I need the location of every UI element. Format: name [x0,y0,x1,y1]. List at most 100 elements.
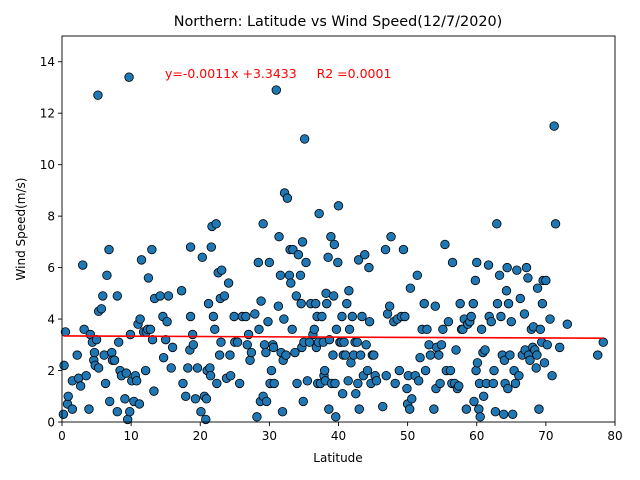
plot-area-frame [61,35,616,423]
data-point [271,85,281,95]
y-tick-label: 2 [47,364,55,378]
data-point [382,309,393,319]
y-axis-label: Wind Speed(m/s) [14,178,28,281]
data-point [351,388,361,399]
data-point [284,270,295,281]
data-point [537,298,548,309]
data-point [274,232,284,242]
data-point [205,363,215,373]
data-point [471,365,481,376]
data-point [205,370,216,381]
data-point [330,378,340,389]
data-point [483,260,494,270]
data-point [78,260,88,270]
regression-line [63,335,604,339]
data-point [394,365,405,376]
chart-title: Northern: Latitude vs Wind Speed(12/7/20… [174,14,503,30]
data-point [478,391,489,401]
data-point [254,324,264,335]
data-point [225,350,235,360]
data-point [364,262,374,273]
data-point [422,324,432,335]
data-point [67,404,78,414]
x-tick-label: 30 [262,429,277,443]
data-point [486,316,496,327]
data-point [507,409,518,419]
data-point [547,370,557,381]
data-point [112,407,123,417]
data-point [234,378,245,389]
y-tick-label: 8 [47,210,55,224]
data-point [269,378,279,389]
data-point [162,316,172,327]
data-point [104,396,115,407]
data-point [506,316,517,327]
data-point [333,201,344,211]
data-point [331,412,341,422]
y-tick-label: 14 [40,55,55,69]
data-point [160,334,171,345]
data-point [287,324,297,335]
data-point [525,355,535,365]
data-point [503,383,513,394]
data-point [63,391,73,401]
y-tick-label: 6 [47,261,55,275]
data-point [246,347,257,358]
data-point [360,250,370,260]
data-point [503,298,514,309]
data-point [447,257,458,268]
data-point [402,383,412,394]
data-point [273,301,284,311]
data-point [326,232,336,242]
data-point [429,404,439,414]
data-point [545,314,555,324]
data-point [192,363,203,373]
data-point [147,244,157,255]
data-point [214,350,225,360]
x-tick-label: 0 [58,429,66,443]
data-point [134,399,145,409]
data-point [333,257,343,268]
data-point [136,255,147,265]
data-point [167,342,178,353]
data-point [140,365,151,376]
data-point [212,378,222,389]
y-axis-ticks: 0 2 4 6 8 10 12 14 [40,55,62,430]
data-point [499,409,509,419]
data-point [420,365,431,376]
data-point [347,311,358,322]
data-point [210,324,220,335]
data-point [241,311,251,322]
data-point [259,340,270,350]
data-point [201,394,212,404]
data-point [301,257,311,268]
data-point [419,298,429,309]
data-point [492,219,502,229]
data-point [196,407,206,417]
data-point [252,412,262,422]
data-point [502,262,512,273]
data-point [296,298,306,309]
data-point [181,391,191,401]
data-point [329,239,340,250]
data-point [340,350,351,360]
data-point [521,262,532,273]
data-point [93,90,103,100]
data-point [440,239,450,250]
data-point [124,72,134,82]
data-point [211,219,221,229]
data-point [185,311,196,322]
data-point [190,394,201,404]
data-point [514,370,524,381]
y-tick-label: 12 [40,107,55,121]
data-point [436,340,447,350]
data-point [250,309,260,319]
data-point [352,337,362,347]
data-point [405,283,416,293]
data-point [480,345,490,355]
data-point [378,401,388,412]
data-point [386,232,396,242]
data-point [364,316,375,327]
data-point [488,378,499,389]
data-point [93,363,104,373]
